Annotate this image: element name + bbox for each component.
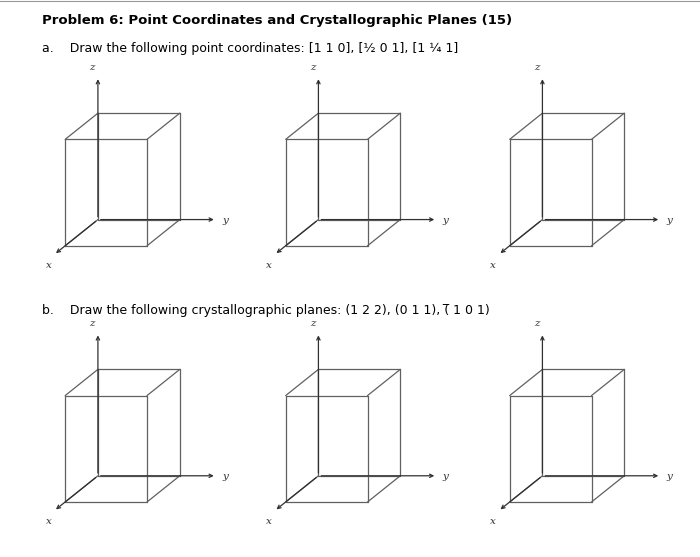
Text: z: z [310,320,316,329]
Text: Problem 6: Point Coordinates and Crystallographic Planes (15): Problem 6: Point Coordinates and Crystal… [42,14,512,27]
Text: b.    Draw the following crystallographic planes: (1 2 2), (0 1 1), (̅ 1 0 1): b. Draw the following crystallographic p… [42,304,490,316]
Text: y: y [223,216,228,225]
Text: z: z [90,320,95,329]
Text: x: x [267,517,272,526]
Text: x: x [491,261,496,270]
Text: y: y [667,472,673,481]
Text: z: z [310,63,316,72]
Text: z: z [534,320,540,329]
Text: y: y [443,472,449,481]
Text: y: y [443,216,449,225]
Text: x: x [267,261,272,270]
Text: z: z [90,63,95,72]
Text: z: z [534,63,540,72]
Text: x: x [46,261,52,270]
Text: a.    Draw the following point coordinates: [1 1 0], [½ 0 1], [1 ¼ 1]: a. Draw the following point coordinates:… [42,42,458,55]
Text: y: y [667,216,673,225]
Text: x: x [46,517,52,526]
Text: y: y [223,472,228,481]
Text: x: x [491,517,496,526]
